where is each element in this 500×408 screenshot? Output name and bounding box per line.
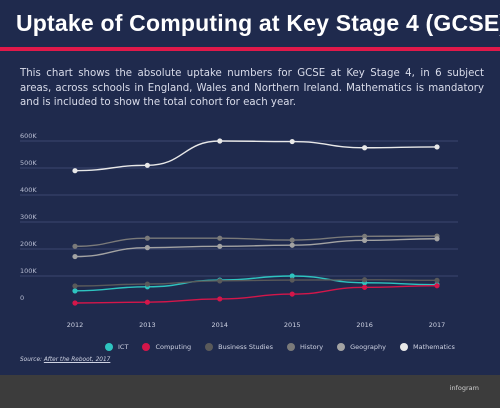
y-tick-label: 500K	[20, 159, 37, 167]
legend-label: Mathematics	[413, 343, 455, 351]
series-line-geography	[74, 238, 438, 258]
data-point-computing	[144, 299, 150, 305]
source-note: Source: After the Reboot, 2017	[20, 357, 110, 363]
data-point-mathematics	[362, 145, 368, 151]
data-point-mathematics	[434, 144, 440, 150]
title-accent-rule	[0, 47, 500, 51]
chart-description: This chart shows the absolute uptake num…	[20, 68, 484, 108]
y-tick-label: 0	[20, 294, 24, 302]
data-point-business-studies	[217, 278, 223, 284]
legend-item-geography[interactable]: Geography	[337, 343, 386, 351]
data-point-business-studies	[289, 277, 295, 283]
x-tick-label: 2017	[429, 321, 446, 329]
y-tick-label: 200K	[20, 240, 37, 248]
data-point-computing	[289, 291, 295, 297]
legend-label: History	[299, 343, 324, 351]
x-tick-label: 2015	[284, 321, 301, 329]
legend-label: Computing	[155, 343, 192, 351]
y-tick-label: 100K	[20, 267, 37, 275]
data-point-history	[217, 235, 223, 241]
data-point-mathematics	[289, 138, 295, 145]
data-point-business-studies	[144, 281, 150, 287]
legend-swatch	[337, 343, 346, 351]
series-line-business-studies	[74, 279, 438, 287]
data-point-business-studies	[362, 277, 368, 283]
legend-label: Geography	[350, 343, 386, 351]
x-tick-label: 2013	[139, 321, 156, 329]
data-point-computing	[217, 296, 223, 302]
series-line-ict	[74, 275, 438, 292]
x-tick-label: 2014	[212, 321, 229, 329]
data-point-business-studies	[434, 277, 440, 283]
footer-bar: infogram	[0, 375, 500, 408]
chart-legend: ICT Computing Business Studies History Geogr…	[105, 340, 455, 354]
legend-swatch	[286, 343, 295, 351]
series-line-computing	[74, 285, 438, 304]
data-point-business-studies	[72, 283, 78, 289]
data-point-geography	[289, 242, 295, 248]
x-tick-label: 2012	[67, 321, 84, 329]
data-point-mathematics	[72, 168, 78, 174]
legend-item-business-studies[interactable]: Business Studies	[205, 343, 273, 351]
brand-label[interactable]: infogram	[449, 384, 479, 392]
data-point-geography	[217, 243, 223, 249]
page-title: Uptake of Computing at Key Stage 4 (GCSE…	[16, 10, 500, 36]
legend-swatch	[142, 343, 151, 351]
series-line-mathematics	[74, 140, 438, 172]
data-point-history	[144, 235, 150, 241]
data-point-computing	[362, 284, 368, 290]
legend-item-history[interactable]: History	[286, 343, 324, 351]
y-tick-label: 300K	[20, 213, 37, 221]
data-point-history	[72, 243, 78, 249]
data-point-geography	[72, 253, 78, 260]
legend-item-ict[interactable]: ICT	[105, 343, 128, 351]
legend-label: ICT	[118, 343, 129, 351]
x-tick-label: 2016	[356, 321, 373, 329]
data-point-history	[289, 237, 295, 243]
data-point-geography	[144, 245, 150, 251]
legend-swatch	[105, 343, 113, 351]
legend-item-mathematics[interactable]: Mathematics	[400, 343, 455, 351]
source-link[interactable]: After the Reboot, 2017	[43, 357, 111, 363]
data-point-geography	[362, 237, 368, 243]
source-prefix: Source:	[20, 357, 44, 363]
data-point-computing	[72, 300, 78, 306]
data-point-ict	[72, 288, 78, 294]
y-tick-label: 600K	[20, 132, 37, 140]
legend-item-computing[interactable]: Computing	[142, 343, 191, 351]
data-point-computing	[434, 283, 440, 289]
legend-swatch	[205, 343, 214, 351]
y-tick-label: 400K	[20, 186, 37, 194]
data-point-mathematics	[217, 138, 223, 144]
data-point-mathematics	[144, 162, 150, 168]
data-point-geography	[434, 236, 440, 242]
legend-label: Business Studies	[218, 343, 273, 351]
line-chart: 0 100K 200K 300K 400K 500K 600K 2012 2013 2014 201…	[20, 132, 458, 329]
series-line-history	[74, 235, 438, 247]
legend-swatch	[400, 343, 408, 351]
